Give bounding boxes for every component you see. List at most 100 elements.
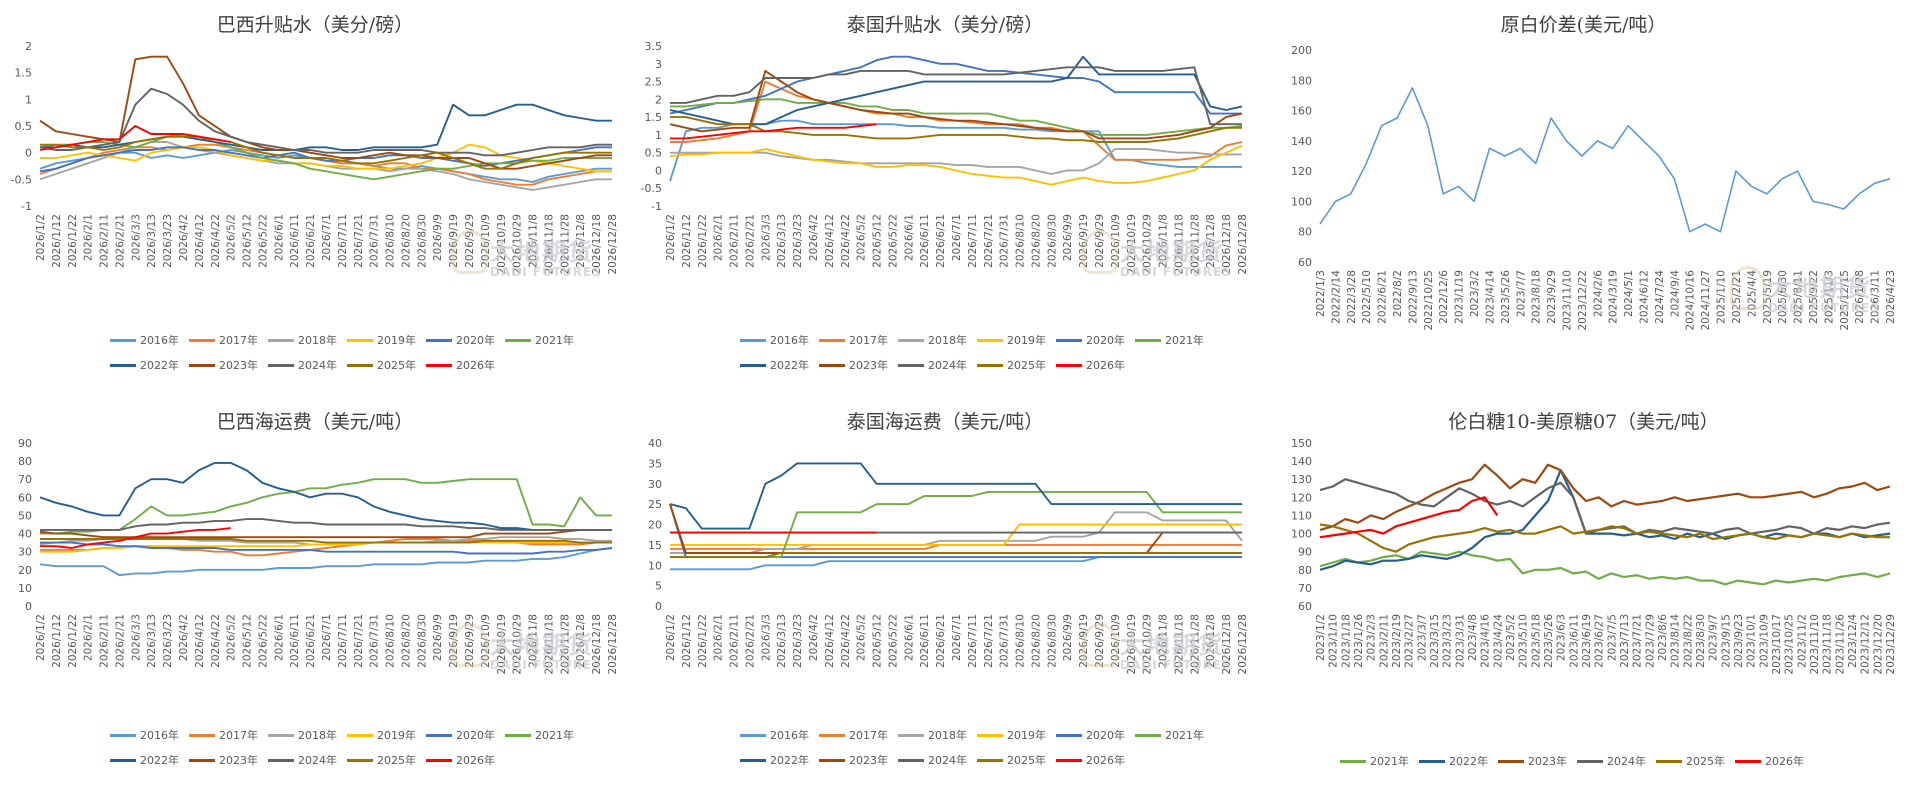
x-tick-label: 2023/12/4: [1847, 614, 1859, 668]
y-tick-label: 20: [648, 519, 662, 532]
legend-item: 2024年: [268, 357, 337, 373]
series-line: [670, 523, 1242, 546]
x-tick-label: 2022/6/21: [1377, 270, 1389, 324]
x-tick-label: 2023/2/11: [1378, 614, 1390, 668]
x-tick-label: 2026/5/22: [257, 614, 269, 668]
legend-label: 2023年: [219, 359, 258, 372]
x-tick-label: 2026/8/10: [1015, 214, 1027, 268]
legend-label: 2021年: [535, 729, 574, 742]
y-tick-label: 80: [1298, 226, 1312, 239]
legend-label: 2026年: [456, 359, 495, 372]
legend-label: 2016年: [770, 334, 809, 347]
x-tick-label: 2026/10/19: [496, 614, 508, 675]
x-tick-label: 2026/3/13: [776, 214, 788, 268]
x-tick-label: 2026/8/30: [1046, 214, 1058, 268]
y-tick-label: 120: [1291, 165, 1312, 178]
x-tick-label: 2026/10/19: [1126, 614, 1138, 675]
x-tick-label: 2023/11/26: [1834, 614, 1846, 675]
x-tick-label: 2023/12/29: [1885, 614, 1897, 675]
legend-label: 2024年: [928, 359, 967, 372]
x-tick-label: 2023/6/19: [1581, 614, 1593, 668]
y-tick-label: 1: [655, 129, 662, 142]
y-tick-label: 0.5: [645, 147, 663, 160]
x-tick-label: 2026/7/21: [353, 214, 365, 268]
x-tick-label: 2026/4/12: [824, 214, 836, 268]
x-tick-label: 2022/1/3: [1315, 270, 1327, 317]
x-tick-label: 2026/2/11: [99, 614, 111, 668]
x-tick-label: 2023/11/2: [1796, 614, 1808, 668]
legend-item: 2017年: [189, 727, 258, 743]
x-tick-label: 2026/2/21: [114, 214, 126, 268]
y-tick-label: 2: [25, 40, 32, 53]
x-tick-label: 2026/11/18: [1173, 614, 1185, 675]
series-line: [670, 148, 1242, 175]
y-tick-label: 25: [648, 498, 662, 511]
x-tick-label: 2022/2/14: [1330, 270, 1342, 324]
legend-label: 2025年: [377, 359, 416, 372]
legend-swatch: [426, 338, 452, 342]
x-tick-label: 2024/6/12: [1639, 270, 1651, 324]
x-tick-label: 2026/1/2: [35, 214, 47, 261]
legend-item: 2024年: [898, 752, 967, 768]
chart-title: 巴西升贴水（美分/磅）: [216, 14, 414, 36]
legend-label: 2026年: [1086, 754, 1125, 767]
legend-item: 2026年: [426, 752, 495, 768]
legend-label: 2017年: [219, 729, 258, 742]
legend-swatch: [268, 363, 294, 367]
legend-row: 2022年 2023年 2024年 2025年 2026年: [110, 357, 574, 373]
legend-swatch: [898, 338, 924, 342]
legend-item: 2025年: [977, 752, 1046, 768]
y-tick-label: 60: [1298, 600, 1312, 613]
x-tick-label: 2026/8/30: [1046, 614, 1058, 668]
series-line: [670, 552, 1242, 559]
watermark: 大地期货 DADI FUTURES: [452, 230, 602, 279]
legend-label: 2022年: [1449, 755, 1488, 768]
y-tick-label: 140: [1291, 455, 1312, 468]
legend-label: 2019年: [1007, 334, 1046, 347]
x-tick-label: 2026/7/1: [951, 614, 963, 661]
x-tick-label: 2026/6/1: [273, 214, 285, 261]
legend-label: 2022年: [770, 754, 809, 767]
legend-item: 2025年: [1656, 753, 1725, 769]
legend-label: 2016年: [770, 729, 809, 742]
legend-swatch: [189, 758, 215, 762]
legend-label: 2017年: [849, 729, 888, 742]
series-line: [669, 462, 1242, 530]
legend-label: 2023年: [849, 359, 888, 372]
y-tick-label: 160: [1291, 105, 1312, 118]
x-tick-label: 2026/11/8: [1158, 214, 1170, 268]
x-tick-label: 2023/11/10: [1561, 270, 1573, 331]
x-tick-label: 2026/6/11: [919, 614, 931, 668]
legend-item: 2026年: [1056, 357, 1125, 373]
x-tick-label: 2026/8/30: [416, 614, 428, 668]
legend-swatch: [740, 733, 766, 737]
x-tick-label: 2023/7/5: [1606, 614, 1618, 661]
x-tick-label: 2026/2/11: [729, 614, 741, 668]
x-tick-label: 2026/1/22: [697, 614, 709, 668]
legend-label: 2025年: [1686, 755, 1725, 768]
x-tick-label: 2026/11/28: [1189, 214, 1201, 275]
x-tick-label: 2023/7/13: [1619, 614, 1631, 668]
x-tick-label: 2025/6/30: [1777, 270, 1789, 324]
y-tick-label: 15: [648, 539, 662, 552]
legend-label: 2019年: [377, 729, 416, 742]
legend-item: 2020年: [1056, 332, 1125, 348]
x-tick-label: 2026/9/9: [432, 214, 444, 261]
legend-label: 2018年: [928, 334, 967, 347]
x-tick-label: 2026/7/1: [951, 214, 963, 261]
x-tick-label: 2023/5/26: [1500, 270, 1512, 324]
series-line: [1319, 87, 1891, 233]
legend-item: 2026年: [1056, 752, 1125, 768]
chart-plot: -1 -0.5 0 0.5 1 1.5 2 2026/1/2 2026/1/12 2026/1/2…: [11, 40, 619, 275]
legend-swatch: [110, 338, 136, 342]
y-tick-label: 1: [25, 93, 32, 106]
x-tick-label: 2026/9/9: [432, 614, 444, 661]
legend-label: 2018年: [298, 729, 337, 742]
y-tick-label: 70: [1298, 582, 1312, 595]
x-tick-label: 2026/3/11: [1870, 270, 1882, 324]
legend-swatch: [819, 733, 845, 737]
x-tick-label: 2026/5/22: [887, 614, 899, 668]
series-line: [40, 518, 612, 531]
x-tick-label: 2026/5/12: [242, 614, 254, 668]
legend-label: 2017年: [849, 334, 888, 347]
